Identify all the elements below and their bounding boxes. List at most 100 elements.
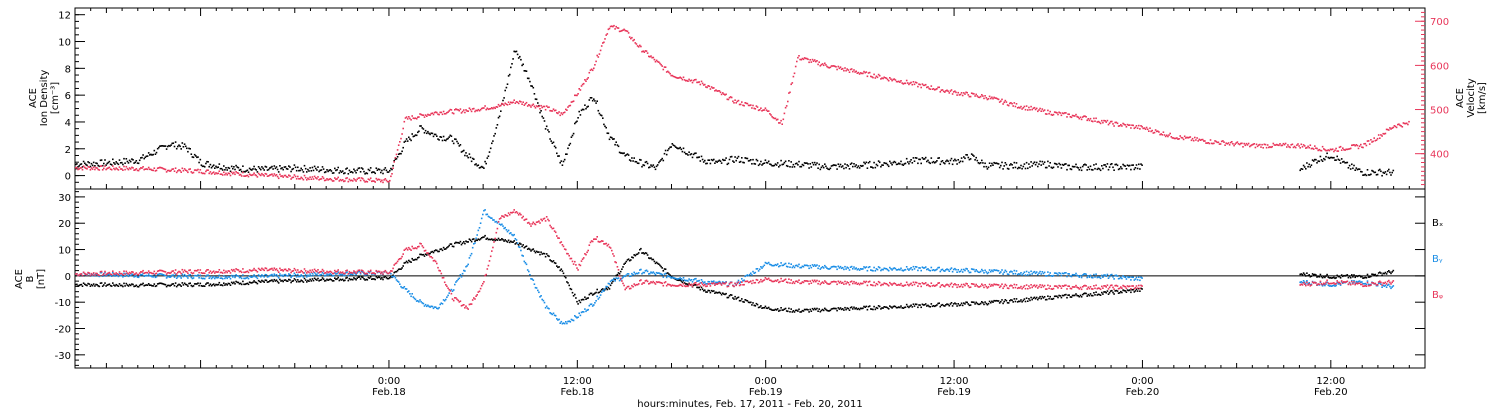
velocity-point (306, 179, 308, 181)
density-point (1123, 164, 1125, 167)
velocity-point (715, 89, 717, 91)
velocity-point (952, 91, 955, 93)
velocity-point (1233, 144, 1235, 147)
by-point (863, 266, 865, 268)
bx-point (420, 253, 422, 256)
density-point (1335, 159, 1337, 161)
density-point (265, 166, 268, 168)
velocity-point (311, 176, 314, 178)
by-point (1090, 276, 1093, 279)
by-point (826, 267, 828, 269)
bz-point (374, 273, 376, 275)
velocity-point (870, 75, 872, 78)
bz-point (202, 272, 205, 274)
by-point (774, 263, 777, 266)
velocity-point (662, 68, 665, 71)
bx-point (572, 295, 575, 297)
velocity-point (996, 98, 999, 100)
velocity-point (115, 167, 117, 169)
bx-point (426, 254, 428, 256)
velocity-point (705, 86, 707, 88)
density-point (419, 125, 421, 127)
by-point (680, 278, 683, 280)
by-point (967, 270, 970, 272)
density-point (1115, 163, 1118, 166)
bx-point (99, 282, 102, 284)
bx-point (984, 301, 986, 303)
velocity-point (230, 171, 233, 174)
velocity-point (1345, 148, 1347, 151)
bz-point (384, 269, 387, 272)
by-point (538, 291, 540, 294)
bx-point (928, 305, 930, 308)
by-point (688, 278, 690, 280)
bz-point (193, 269, 196, 272)
by-point (143, 275, 145, 277)
density-point (967, 156, 970, 159)
density-point (1329, 156, 1332, 159)
bx-point (538, 251, 540, 253)
bx-point (581, 298, 584, 301)
density-point (1352, 167, 1354, 170)
density-point (759, 163, 761, 165)
by-point (753, 272, 755, 274)
by-point (433, 306, 436, 308)
by-point (101, 275, 104, 277)
density-point (569, 142, 572, 145)
velocity-point (410, 119, 412, 121)
by-point (193, 274, 196, 277)
by-point (665, 276, 668, 279)
density-point (839, 163, 842, 166)
bx-point (107, 283, 110, 286)
velocity-point (1349, 147, 1352, 150)
bx-point (559, 269, 561, 272)
density-point (939, 163, 942, 166)
by-point (226, 277, 228, 280)
density-point (1391, 171, 1393, 174)
density-point (632, 160, 634, 162)
bz-point (235, 268, 237, 270)
velocity-point (722, 92, 724, 94)
by-point (466, 265, 468, 267)
bz-point (345, 270, 347, 272)
density-point (806, 162, 808, 164)
velocity-point (560, 112, 563, 114)
velocity-point (169, 170, 171, 172)
velocity-point (608, 27, 611, 30)
density-point (208, 165, 210, 168)
velocity-point (312, 178, 315, 180)
by-point (1093, 273, 1095, 276)
bx-point (890, 306, 892, 308)
bx-point (990, 301, 992, 304)
velocity-point (1098, 121, 1101, 124)
velocity-point (357, 177, 360, 179)
bx-point (1038, 297, 1040, 299)
velocity-point (511, 102, 513, 104)
velocity-point (1043, 109, 1046, 111)
velocity-point (1370, 139, 1372, 141)
by-point (1139, 279, 1141, 282)
velocity-point (1229, 141, 1232, 144)
bz-point (372, 272, 374, 274)
bx-point (1118, 292, 1121, 294)
density-point (1081, 165, 1084, 168)
by-point (109, 274, 112, 277)
velocity-point (1310, 147, 1313, 150)
bz-point (114, 273, 116, 276)
bz-point (382, 273, 384, 275)
density-point (341, 170, 344, 172)
by-point (326, 273, 328, 275)
bz-point (155, 272, 158, 275)
velocity-point (483, 107, 485, 109)
bx-point (983, 303, 985, 306)
by-point (400, 285, 402, 288)
by-point (501, 223, 503, 226)
velocity-point (1383, 133, 1386, 135)
density-point (996, 162, 999, 165)
bz-point (360, 269, 363, 272)
bx-point (470, 240, 473, 243)
bx-point (961, 304, 964, 307)
density-point (1005, 163, 1008, 166)
bz-point (178, 270, 180, 273)
bx-point (922, 304, 925, 306)
